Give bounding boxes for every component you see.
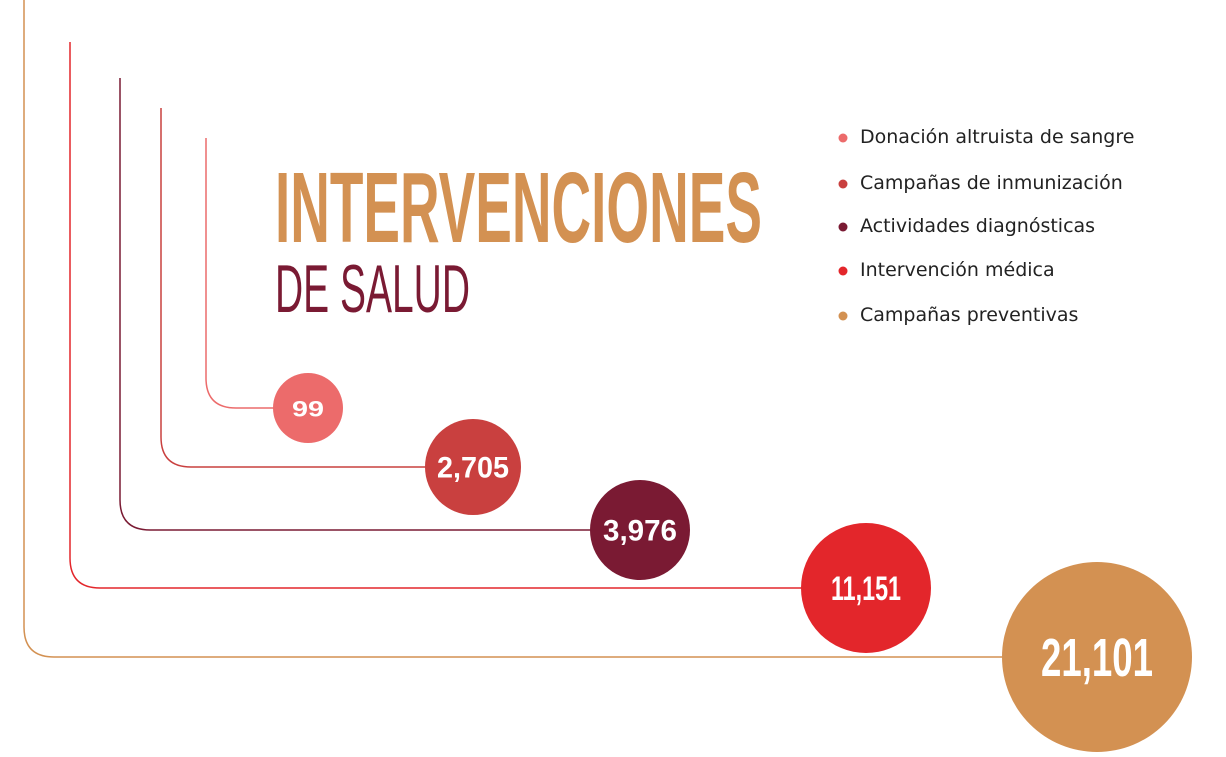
legend-marker [838,133,848,143]
connector [160,108,473,468]
value-label: 11,151 [831,570,901,608]
bubble [801,523,931,653]
chart-title: INTERVENCIONES [275,152,762,264]
connector [205,138,308,409]
bubble [273,373,343,443]
chart-subtitle: DE SALUD [275,251,470,327]
connector [23,0,1097,658]
value-label: 21,101 [1041,628,1153,688]
legend-label: Campañas preventivas [860,304,1078,326]
bubble [1002,562,1192,752]
legend-marker [838,266,848,276]
connector [69,42,866,589]
value-label: 99 [292,397,324,422]
legend-marker [838,311,848,321]
bubble [425,419,521,515]
connector [119,78,640,531]
legend-marker [838,179,848,189]
legend-label: Campañas de inmunización [860,172,1123,194]
value-label: 2,705 [437,452,509,485]
legend-marker [838,222,848,232]
legend-label: Donación altruista de sangre [860,126,1134,148]
legend-label: Intervención médica [860,259,1055,281]
legend-label: Actividades diagnósticas [860,215,1095,237]
value-label: 3,976 [603,515,677,548]
bubble [590,480,690,580]
